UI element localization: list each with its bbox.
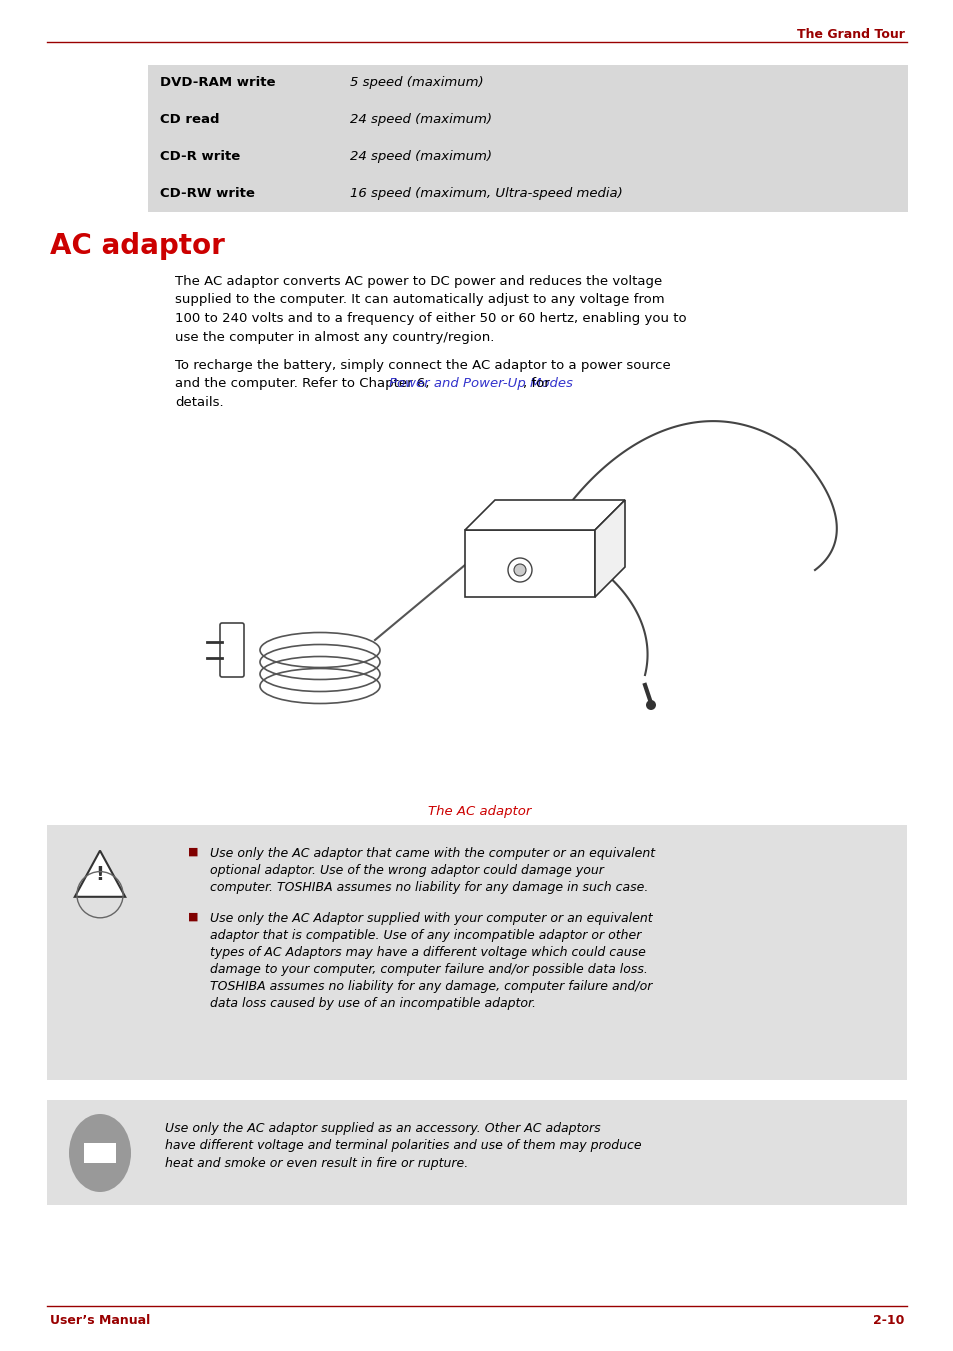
Polygon shape: [464, 500, 624, 530]
Polygon shape: [464, 530, 595, 597]
Text: The AC adaptor: The AC adaptor: [428, 805, 531, 817]
Text: User’s Manual: User’s Manual: [50, 1315, 150, 1327]
Bar: [47, 825, 906, 1079]
Circle shape: [507, 558, 532, 582]
Text: adaptor that is compatible. Use of any incompatible adaptor or other: adaptor that is compatible. Use of any i…: [210, 929, 640, 942]
Text: CD-R write: CD-R write: [160, 150, 240, 163]
Polygon shape: [595, 500, 624, 597]
Text: !: !: [95, 865, 104, 884]
Text: have different voltage and terminal polarities and use of them may produce: have different voltage and terminal pola…: [165, 1139, 641, 1152]
Bar: [47, 1100, 906, 1205]
Text: Use only the AC adaptor that came with the computer or an equivalent: Use only the AC adaptor that came with t…: [210, 847, 655, 861]
Text: computer. TOSHIBA assumes no liability for any damage in such case.: computer. TOSHIBA assumes no liability f…: [210, 881, 648, 894]
Text: heat and smoke or even result in fire or rupture.: heat and smoke or even result in fire or…: [165, 1156, 468, 1170]
Polygon shape: [74, 851, 125, 897]
Text: optional adaptor. Use of the wrong adaptor could damage your: optional adaptor. Use of the wrong adapt…: [210, 865, 603, 877]
Text: Power and Power-Up Modes: Power and Power-Up Modes: [388, 377, 572, 390]
Text: DVD-RAM write: DVD-RAM write: [160, 77, 275, 89]
Text: Use only the AC Adaptor supplied with your computer or an equivalent: Use only the AC Adaptor supplied with yo…: [210, 912, 652, 925]
Text: AC adaptor: AC adaptor: [50, 232, 225, 259]
Text: ■: ■: [188, 847, 198, 857]
Text: The Grand Tour: The Grand Tour: [797, 28, 904, 41]
Text: The AC adaptor converts AC power to DC power and reduces the voltage: The AC adaptor converts AC power to DC p…: [174, 276, 661, 288]
Text: TOSHIBA assumes no liability for any damage, computer failure and/or: TOSHIBA assumes no liability for any dam…: [210, 979, 652, 993]
Text: damage to your computer, computer failure and/or possible data loss.: damage to your computer, computer failur…: [210, 963, 647, 975]
Text: Use only the AC adaptor supplied as an accessory. Other AC adaptors: Use only the AC adaptor supplied as an a…: [165, 1121, 600, 1135]
Text: types of AC Adaptors may have a different voltage which could cause: types of AC Adaptors may have a differen…: [210, 946, 645, 959]
Text: 100 to 240 volts and to a frequency of either 50 or 60 hertz, enabling you to: 100 to 240 volts and to a frequency of e…: [174, 312, 686, 326]
Text: CD-RW write: CD-RW write: [160, 186, 254, 200]
Text: , for: , for: [523, 377, 550, 390]
Text: and the computer. Refer to Chapter 6,: and the computer. Refer to Chapter 6,: [174, 377, 434, 390]
Bar: [148, 65, 907, 212]
Bar: [84, 1143, 116, 1163]
Text: ■: ■: [188, 912, 198, 921]
Text: data loss caused by use of an incompatible adaptor.: data loss caused by use of an incompatib…: [210, 997, 536, 1011]
Text: 16 speed (maximum, Ultra-speed media): 16 speed (maximum, Ultra-speed media): [350, 186, 622, 200]
Text: To recharge the battery, simply connect the AC adaptor to a power source: To recharge the battery, simply connect …: [174, 359, 670, 372]
Circle shape: [514, 563, 525, 576]
Circle shape: [645, 700, 656, 711]
Text: 5 speed (maximum): 5 speed (maximum): [350, 77, 483, 89]
Text: CD read: CD read: [160, 113, 219, 126]
Ellipse shape: [69, 1115, 131, 1192]
Text: 24 speed (maximum): 24 speed (maximum): [350, 150, 492, 163]
Text: 24 speed (maximum): 24 speed (maximum): [350, 113, 492, 126]
Text: use the computer in almost any country/region.: use the computer in almost any country/r…: [174, 331, 494, 343]
Text: details.: details.: [174, 396, 223, 409]
Text: 2-10: 2-10: [872, 1315, 903, 1327]
FancyBboxPatch shape: [220, 623, 244, 677]
Text: supplied to the computer. It can automatically adjust to any voltage from: supplied to the computer. It can automat…: [174, 293, 664, 307]
